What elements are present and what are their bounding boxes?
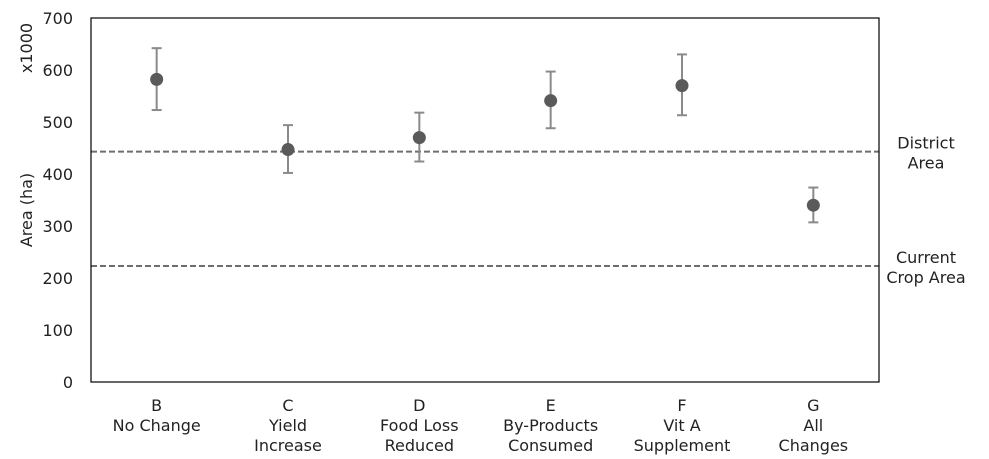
data-points xyxy=(150,72,820,212)
reference-line-labels: District Area Current Crop Area xyxy=(886,134,965,287)
y-tick-label: 200 xyxy=(42,269,73,288)
data-point xyxy=(544,94,558,108)
y-tick-label: 300 xyxy=(42,217,73,236)
data-point xyxy=(150,72,164,86)
y-tick-label: 600 xyxy=(42,61,73,80)
x-category-label: F Vit A Supplement xyxy=(634,396,731,455)
data-point xyxy=(412,131,426,145)
error-bars xyxy=(151,47,819,224)
x-category-label: B No Change xyxy=(113,396,201,435)
reference-lines xyxy=(91,150,879,268)
data-point xyxy=(281,143,295,157)
x-category-label: D Food Loss Reduced xyxy=(380,396,459,455)
y-axis-title: Area (ha) xyxy=(17,173,36,247)
y-tick-label: 100 xyxy=(42,321,73,340)
data-point xyxy=(806,198,820,212)
y-axis-ticks: 0 100 200 300 400 500 600 700 xyxy=(42,9,73,392)
x-category-label: C Yield Increase xyxy=(254,396,322,455)
plot-frame xyxy=(90,17,880,383)
x-axis-labels: B No Change C Yield Increase D Food Loss Reduce… xyxy=(113,396,849,455)
y-axis-unit-label: x1000 xyxy=(17,23,36,73)
reference-line-label: District Area xyxy=(897,134,954,173)
x-category-label: E By-Products Consumed xyxy=(503,396,598,455)
data-point xyxy=(675,79,689,93)
y-tick-label: 0 xyxy=(63,373,73,392)
y-tick-label: 500 xyxy=(42,113,73,132)
reference-line-label: Current Crop Area xyxy=(886,248,965,287)
y-tick-label: 400 xyxy=(42,165,73,184)
y-tick-label: 700 xyxy=(42,9,73,28)
x-category-label: G All Changes xyxy=(779,396,849,455)
